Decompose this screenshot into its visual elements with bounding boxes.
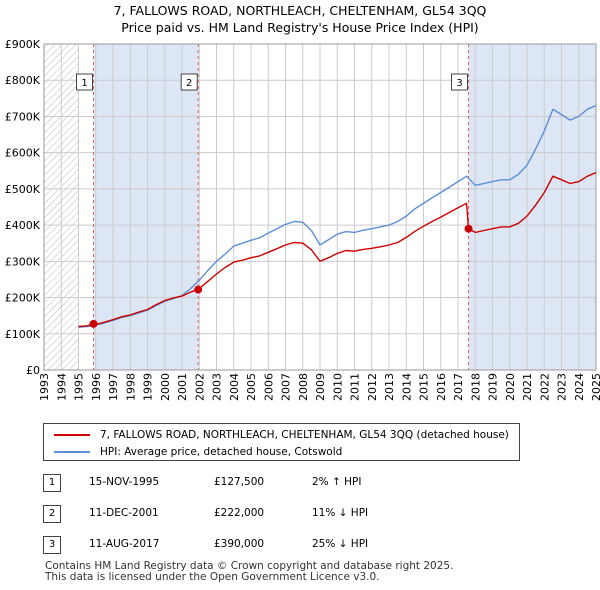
x-tick-label: 2011 <box>349 373 362 401</box>
x-tick-label: 2014 <box>400 373 413 401</box>
plot-frame <box>43 43 597 371</box>
x-tick-label: 2003 <box>211 373 224 401</box>
x-tick-label: 1997 <box>107 373 120 401</box>
sale-date: 11-AUG-2017 <box>89 538 160 550</box>
x-tick-label: 2007 <box>280 373 293 401</box>
sale-row: 1 15-NOV-1995 £127,500 2% ↑ HPI <box>43 474 443 492</box>
x-tick-label: 2024 <box>573 373 586 401</box>
sale-date: 11-DEC-2001 <box>89 507 159 519</box>
legend-item-hpi: HPI: Average price, detached house, Cots… <box>54 444 342 460</box>
y-tick-label: £900K <box>5 38 41 51</box>
sale-annotation-box <box>180 73 198 91</box>
sale-hpi-change: 25% ↓ HPI <box>312 538 369 550</box>
x-tick-label: 2021 <box>521 373 534 401</box>
x-tick-label: 2005 <box>245 373 258 401</box>
sale-period-shade <box>468 44 596 370</box>
x-tick-label: 2023 <box>556 373 569 401</box>
sale-date: 15-NOV-1995 <box>89 476 160 488</box>
x-tick-label: 2018 <box>469 373 482 401</box>
sale-number-badge: 3 <box>43 536 61 554</box>
sale-price: £390,000 <box>214 538 265 550</box>
footer-line2: This data is licensed under the Open Gov… <box>45 571 380 583</box>
sale-point <box>194 285 203 294</box>
sale-number-badge: 2 <box>43 505 61 523</box>
x-tick-label: 1999 <box>142 373 155 401</box>
sale-hpi-change: 11% ↓ HPI <box>312 507 369 519</box>
sale-period-shade <box>93 44 199 370</box>
y-tick-label: £200K <box>5 292 41 305</box>
y-tick-label: £0 <box>26 364 40 377</box>
x-tick-label: 2013 <box>383 373 396 401</box>
x-tick-label: 2008 <box>297 373 310 401</box>
sale-annotation-box <box>451 73 469 91</box>
footer-attribution: Contains HM Land Registry data © Crown c… <box>45 561 453 583</box>
legend-label-hpi: HPI: Average price, detached house, Cots… <box>100 446 343 458</box>
x-tick-label: 2025 <box>590 373 600 401</box>
x-tick-label: 2015 <box>418 373 431 401</box>
y-tick-label: £100K <box>5 328 41 341</box>
x-tick-label: 2019 <box>487 373 500 401</box>
x-tick-label: 1994 <box>55 373 68 401</box>
sale-row: 2 11-DEC-2001 £222,000 11% ↓ HPI <box>43 505 443 523</box>
y-tick-label: £300K <box>5 255 41 268</box>
property-series-line <box>78 171 597 328</box>
legend-label-property: 7, FALLOWS ROAD, NORTHLEACH, CHELTENHAM,… <box>100 429 509 441</box>
x-tick-label: 2004 <box>228 373 241 401</box>
x-tick-label: 2010 <box>331 373 344 401</box>
sale-number-badge: 1 <box>43 474 61 492</box>
y-tick-label: £500K <box>5 183 41 196</box>
legend-swatch-hpi <box>54 451 90 453</box>
x-tick-label: 2016 <box>435 373 448 401</box>
sale-annotation-label: 1 <box>81 78 87 89</box>
x-tick-label: 2012 <box>366 373 379 401</box>
x-tick-label: 2000 <box>159 373 172 401</box>
chart-title: 7, FALLOWS ROAD, NORTHLEACH, CHELTENHAM,… <box>0 2 600 36</box>
chart-title-line2: Price paid vs. HM Land Registry's House … <box>121 20 479 35</box>
chart-title-line1: 7, FALLOWS ROAD, NORTHLEACH, CHELTENHAM,… <box>113 3 487 18</box>
x-tick-label: 2017 <box>452 373 465 401</box>
x-tick-label: 1995 <box>73 373 86 401</box>
x-tick-label: 1996 <box>90 373 103 401</box>
x-tick-label: 1998 <box>124 373 137 401</box>
sale-price: £222,000 <box>214 507 265 519</box>
sale-point <box>464 224 473 233</box>
x-tick-label: 2001 <box>176 373 189 401</box>
y-tick-label: £700K <box>5 110 41 123</box>
y-tick-label: £800K <box>5 74 41 87</box>
y-tick-label: £400K <box>5 219 41 232</box>
x-tick-label: 2006 <box>262 373 275 401</box>
sale-annotation-box <box>76 73 94 91</box>
sale-row: 3 11-AUG-2017 £390,000 25% ↓ HPI <box>43 536 443 554</box>
footer-line1: Contains HM Land Registry data © Crown c… <box>45 560 454 572</box>
x-tick-label: 2009 <box>314 373 327 401</box>
x-tick-label: 2002 <box>193 373 206 401</box>
price-chart: 1 2 3 £0 £100K £200K £300K £400K £500K £600K £700K… <box>5 38 600 401</box>
x-tick-label: 2020 <box>504 373 517 401</box>
x-tick-label: 1993 <box>38 373 51 401</box>
sale-point <box>89 319 98 328</box>
sale-annotation-label: 3 <box>456 78 462 89</box>
y-tick-label: £600K <box>5 147 41 160</box>
sale-price: £127,500 <box>214 476 265 488</box>
legend-item-property: 7, FALLOWS ROAD, NORTHLEACH, CHELTENHAM,… <box>54 427 509 443</box>
sale-hpi-change: 2% ↑ HPI <box>312 476 362 488</box>
legend-swatch-property <box>54 434 90 436</box>
chart-legend: 7, FALLOWS ROAD, NORTHLEACH, CHELTENHAM,… <box>43 423 520 461</box>
x-tick-label: 2022 <box>538 373 551 401</box>
sale-annotation-label: 2 <box>186 78 192 89</box>
